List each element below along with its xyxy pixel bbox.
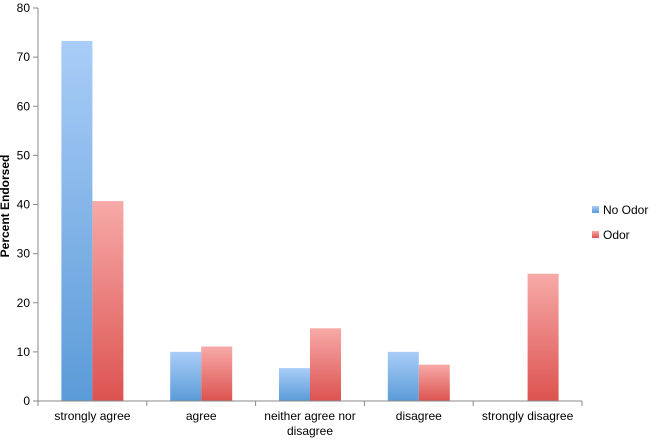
legend-label-odor: Odor xyxy=(603,228,630,242)
y-tick-label: 60 xyxy=(17,99,31,113)
bar-odor-3 xyxy=(418,364,450,401)
x-category-labels: strongly agree agree neither agree nor disa… xyxy=(54,409,573,438)
y-tick-label: 40 xyxy=(17,198,31,212)
y-tick-label: 50 xyxy=(17,148,31,162)
y-tick-label: 70 xyxy=(17,50,31,64)
bar-no-odor-0 xyxy=(61,40,93,401)
bars-layer xyxy=(61,40,559,401)
y-tick-label: 80 xyxy=(17,1,31,15)
bar-no-odor-1 xyxy=(170,351,202,401)
x-category-label: agree xyxy=(186,409,217,423)
bar-no-odor-2 xyxy=(279,368,310,401)
y-tick-label: 30 xyxy=(17,247,31,261)
bar-odor-4 xyxy=(527,273,559,401)
legend-swatch-no-odor xyxy=(592,206,599,213)
legend: No Odor Odor xyxy=(592,203,648,242)
bar-odor-2 xyxy=(310,328,341,401)
x-category-label: strongly disagree xyxy=(482,409,574,423)
y-axis-title: Percent Endorsed xyxy=(0,155,12,258)
bar-no-odor-3 xyxy=(387,351,419,401)
y-tick-label: 10 xyxy=(17,345,31,359)
legend-swatch-odor xyxy=(592,231,599,238)
y-tick-labels: 0 10 20 30 40 50 60 70 80 xyxy=(17,1,31,408)
axes-layer xyxy=(33,7,583,406)
legend-label-no-odor: No Odor xyxy=(603,203,648,217)
bar-odor-0 xyxy=(92,201,124,401)
y-tick-label: 0 xyxy=(23,394,30,408)
x-category-label: neither agree nor disagree xyxy=(264,409,355,438)
x-category-label: disagree xyxy=(396,409,442,423)
x-category-label: strongly agree xyxy=(54,409,130,423)
bar-odor-1 xyxy=(201,346,233,401)
y-tick-label: 20 xyxy=(17,296,31,310)
